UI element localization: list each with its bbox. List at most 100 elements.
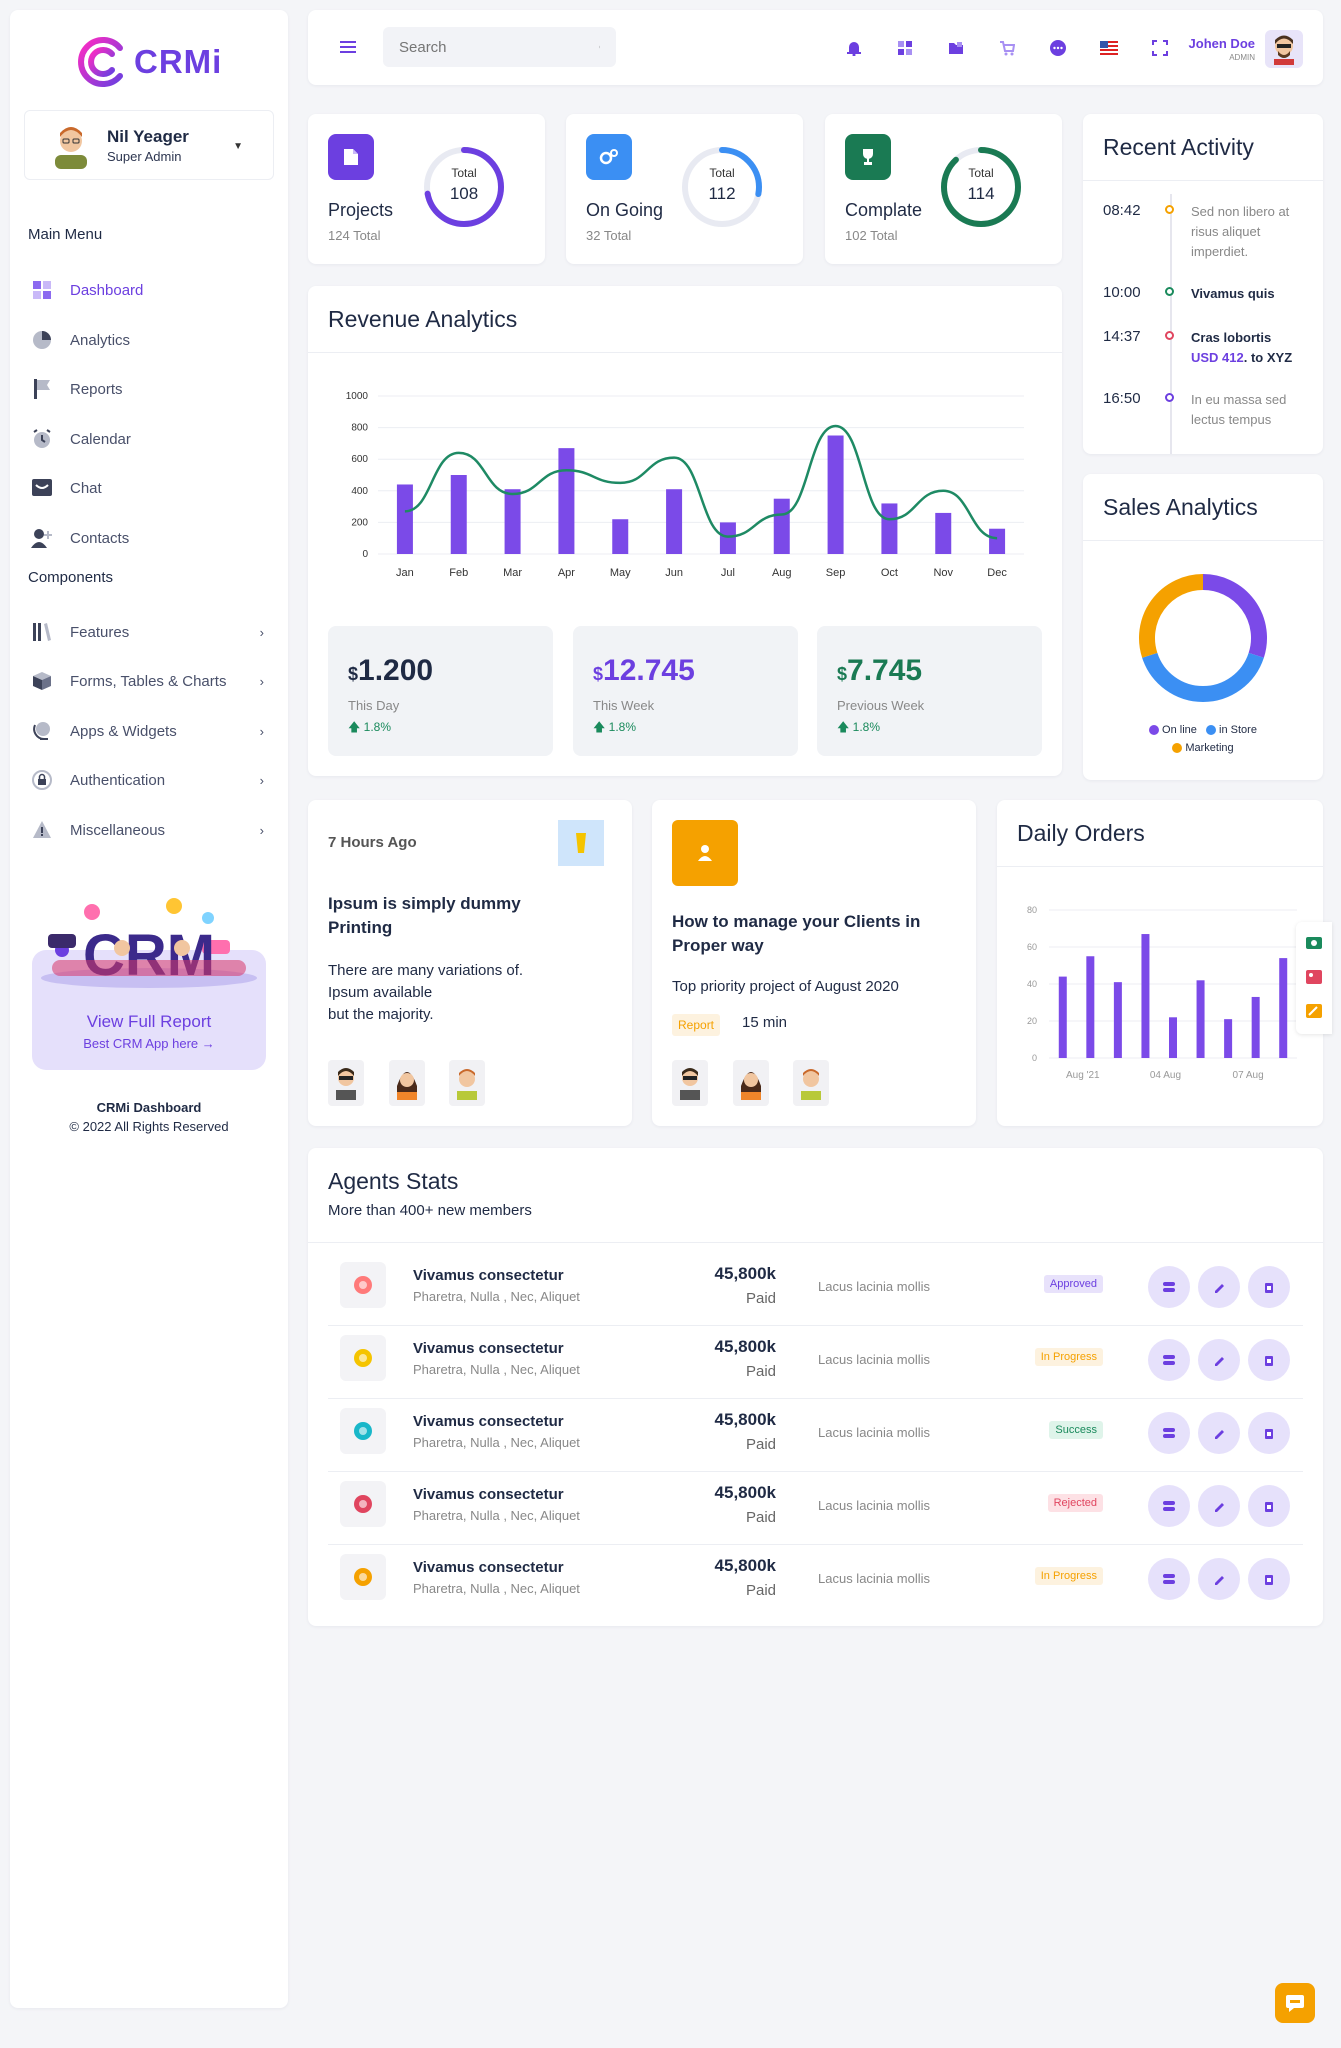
- profile-role: Super Admin: [107, 148, 182, 164]
- table-row[interactable]: Vivamus consectetur Pharetra, Nulla , Ne…: [308, 1544, 1323, 1617]
- table-row[interactable]: Vivamus consectetur Pharetra, Nulla , Ne…: [308, 1398, 1323, 1471]
- message-icon[interactable]: [1032, 37, 1083, 59]
- fullscreen-icon[interactable]: [1134, 37, 1185, 59]
- table-row[interactable]: Vivamus consectetur Pharetra, Nulla , Ne…: [308, 1252, 1323, 1325]
- delete-button[interactable]: [1248, 1558, 1290, 1600]
- avatar[interactable]: [733, 1060, 769, 1106]
- search-box[interactable]: [383, 27, 616, 67]
- sidebar: CRMi Nil Yeager Super Admin ▼ Main Menu …: [10, 10, 288, 2008]
- stat-card-complete[interactable]: Complate 102 Total Total 114: [825, 114, 1062, 264]
- sidebar-item-analytics[interactable]: Analytics: [30, 325, 270, 355]
- revenue-change: 1.8%: [852, 720, 881, 734]
- toggle-button[interactable]: [1148, 1412, 1190, 1454]
- document-icon: [328, 134, 374, 180]
- agents-stats-card: Agents Stats More than 400+ new members …: [308, 1148, 1323, 1626]
- bell-icon[interactable]: [828, 37, 879, 59]
- revenue-label: This Week: [593, 698, 655, 713]
- news-card[interactable]: 7 Hours Ago Ipsum is simply dummy Printi…: [308, 800, 632, 1126]
- edit-button[interactable]: [1198, 1412, 1240, 1454]
- edit-button[interactable]: [1198, 1558, 1240, 1600]
- sidebar-item-forms-tables-charts[interactable]: Forms, Tables & Charts ›: [30, 666, 270, 696]
- sidebar-item-apps-widgets[interactable]: Apps & Widgets ›: [30, 716, 270, 746]
- brand-logo[interactable]: CRMi: [74, 34, 222, 90]
- legend-item[interactable]: On line: [1149, 724, 1197, 736]
- toggle-button[interactable]: [1148, 1558, 1190, 1600]
- delete-button[interactable]: [1248, 1412, 1290, 1454]
- chat-launcher-button[interactable]: [1275, 1983, 1315, 2023]
- pie-slice: [1202, 574, 1267, 658]
- user-menu[interactable]: Johen Doe ADMIN: [1189, 30, 1303, 68]
- y-tick-label: 600: [351, 454, 368, 465]
- status-badge: In Progress: [1034, 1567, 1103, 1585]
- us-flag-icon[interactable]: [1083, 37, 1134, 59]
- revenue-box-week: $12.745 This Week 🡅 1.8%: [573, 626, 798, 756]
- avatar[interactable]: [672, 1060, 708, 1106]
- edit-button[interactable]: [1198, 1339, 1240, 1381]
- sidebar-item-contacts[interactable]: Contacts: [30, 523, 270, 553]
- stat-sub: 124 Total: [328, 228, 381, 243]
- sidebar-item-label: Authentication: [70, 771, 166, 789]
- search-input[interactable]: [399, 38, 598, 56]
- toggle-button[interactable]: [1148, 1266, 1190, 1308]
- table-row[interactable]: Vivamus consectetur Pharetra, Nulla , Ne…: [308, 1471, 1323, 1544]
- trash-icon: [1265, 1356, 1273, 1366]
- promo-card[interactable]: View Full Report Best CRM App here → CRM: [32, 890, 266, 1070]
- avatar[interactable]: [449, 1060, 485, 1106]
- timeline-dot: [1165, 205, 1174, 214]
- avatar[interactable]: [1265, 30, 1303, 68]
- agent-name: Vivamus consectetur: [413, 1413, 564, 1430]
- cart-icon[interactable]: [981, 37, 1032, 59]
- toggle-button[interactable]: [1148, 1339, 1190, 1381]
- edit-button[interactable]: [1198, 1266, 1240, 1308]
- sidebar-item-label: Contacts: [70, 529, 130, 547]
- x-tick-label: 07 Aug: [1233, 1070, 1264, 1081]
- grid-icon[interactable]: [879, 37, 930, 59]
- folder-icon[interactable]: [930, 37, 981, 59]
- sidebar-item-features[interactable]: Features ›: [30, 617, 270, 647]
- edit-icon: [1215, 1357, 1224, 1366]
- stat-card-projects[interactable]: Projects 124 Total Total 108: [308, 114, 545, 264]
- timeline-text: In eu massa sed lectus tempus: [1191, 392, 1287, 427]
- sidebar-item-miscellaneous[interactable]: Miscellaneous ›: [30, 815, 270, 845]
- avatar[interactable]: [389, 1060, 425, 1106]
- toggle-button[interactable]: [1148, 1485, 1190, 1527]
- stat-card-ongoing[interactable]: On Going 32 Total Total 112: [566, 114, 803, 264]
- menu-toggle-icon[interactable]: [340, 40, 356, 59]
- agent-sub: Pharetra, Nulla , Nec, Aliquet: [413, 1435, 580, 1450]
- report-tag[interactable]: Report: [672, 1014, 721, 1036]
- revenue-label: Previous Week: [837, 698, 925, 713]
- image-icon[interactable]: [1306, 970, 1322, 989]
- trash-icon: [1265, 1575, 1273, 1585]
- edit-icon[interactable]: [1306, 1004, 1322, 1023]
- pie-chart-icon: [30, 328, 54, 352]
- sidebar-item-reports[interactable]: Reports: [30, 374, 270, 404]
- chat-icon: [1286, 1995, 1304, 2012]
- delete-button[interactable]: [1248, 1485, 1290, 1527]
- money-icon[interactable]: [1306, 936, 1322, 954]
- edit-button[interactable]: [1198, 1485, 1240, 1527]
- legend-item[interactable]: Marketing: [1172, 742, 1234, 754]
- delete-button[interactable]: [1248, 1339, 1290, 1381]
- chevron-down-icon[interactable]: ▼: [233, 141, 243, 152]
- delete-button[interactable]: [1248, 1266, 1290, 1308]
- sidebar-item-calendar[interactable]: Calendar: [30, 424, 270, 454]
- legend-item[interactable]: in Store: [1206, 724, 1257, 736]
- sidebar-item-chat[interactable]: Chat: [30, 473, 270, 503]
- revenue-chart: 0 200 400 600 800 1000 Jan Feb Mar Apr May Jun Jul Au…: [346, 391, 1024, 579]
- news-card[interactable]: How to manage your Clients in Proper way…: [652, 800, 976, 1126]
- beer-icon: [558, 820, 604, 866]
- avatar[interactable]: [793, 1060, 829, 1106]
- y-tick-label: 80: [1027, 905, 1037, 915]
- crm-art-text: CRM: [83, 923, 215, 988]
- sidebar-item-authentication[interactable]: Authentication ›: [30, 765, 270, 795]
- x-tick-label: Nov: [933, 567, 953, 579]
- table-row[interactable]: Vivamus consectetur Pharetra, Nulla , Ne…: [308, 1325, 1323, 1398]
- toggle-icon: [1163, 1428, 1175, 1438]
- agent-amount: 45,800k: [714, 1483, 776, 1502]
- ring-title: Total: [968, 166, 994, 180]
- y-tick-label: 0: [1032, 1053, 1037, 1063]
- profile-dropdown[interactable]: Nil Yeager Super Admin ▼: [24, 110, 274, 180]
- search-icon[interactable]: [598, 41, 600, 53]
- avatar[interactable]: [328, 1060, 364, 1106]
- sidebar-item-dashboard[interactable]: Dashboard: [30, 275, 270, 305]
